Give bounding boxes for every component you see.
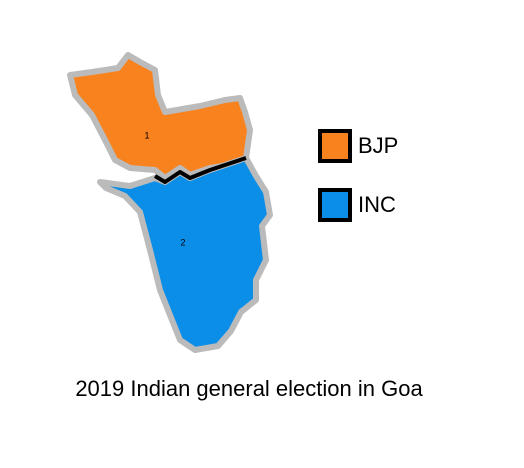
legend-label: BJP — [358, 133, 398, 158]
region-label: 1 — [144, 130, 149, 140]
boundary — [153, 156, 247, 184]
legend-label: INC — [358, 192, 396, 217]
region-label: 2 — [180, 237, 185, 247]
map-title: 2019 Indian general election in Goa — [75, 376, 423, 401]
region-south — [97, 155, 273, 353]
legend-swatch — [318, 188, 352, 222]
region-north — [67, 52, 253, 181]
legend-swatch — [318, 129, 352, 163]
